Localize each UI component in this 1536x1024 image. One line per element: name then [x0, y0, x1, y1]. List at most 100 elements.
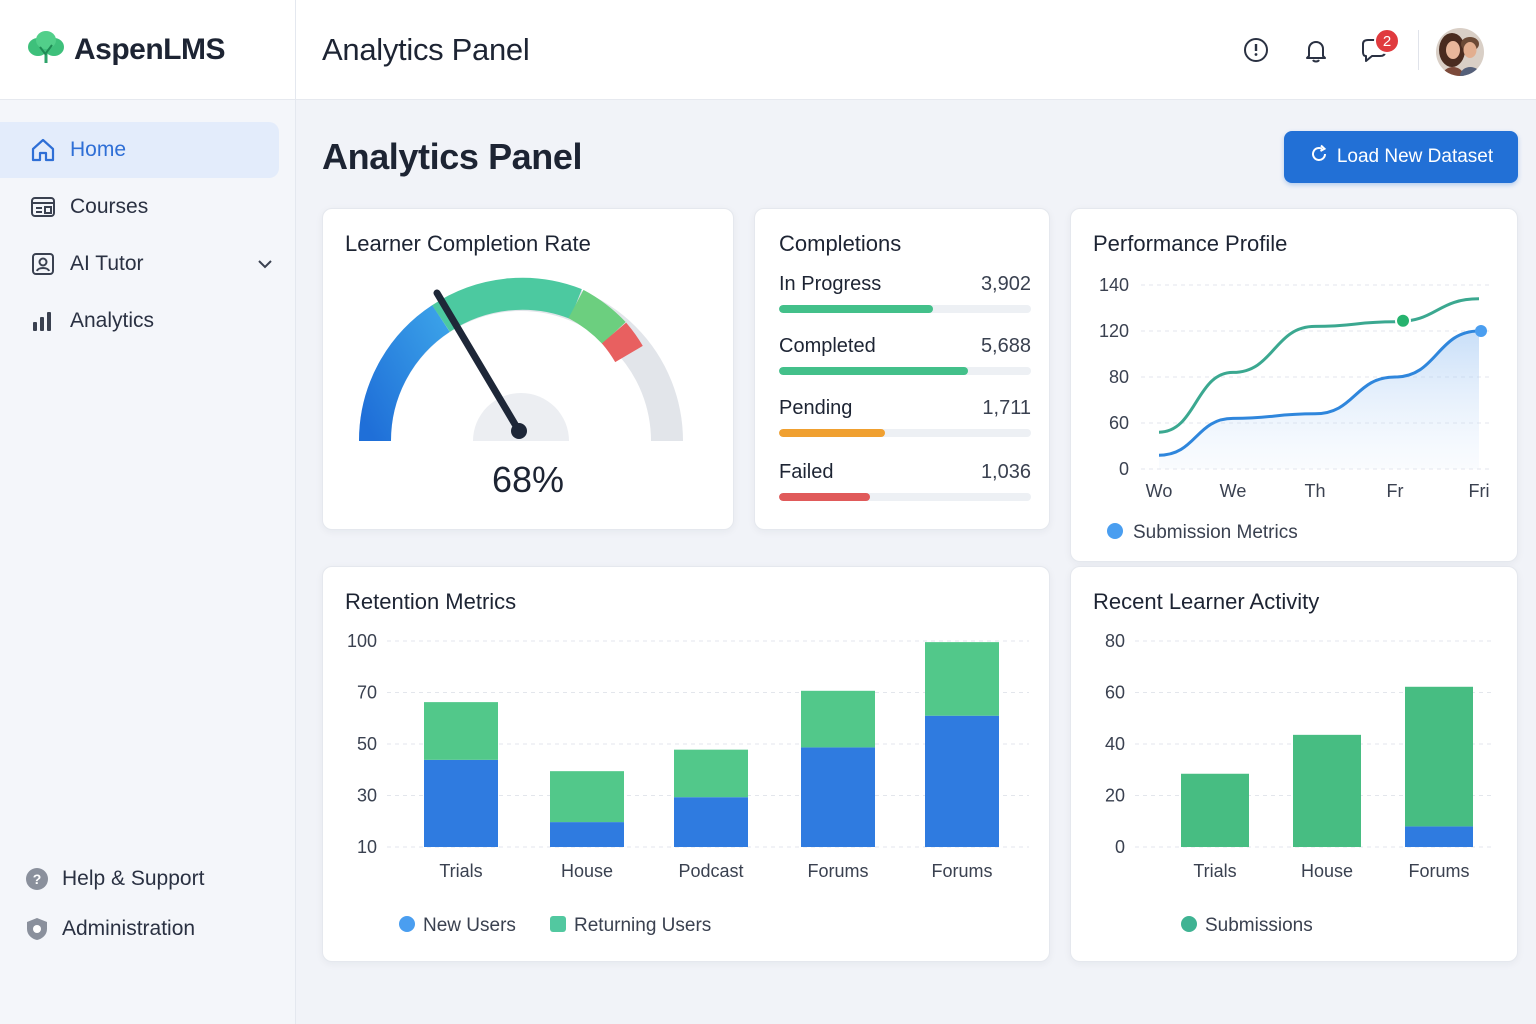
progress-track	[779, 493, 1031, 501]
gauge-segment-blue	[358, 305, 451, 442]
x-tick-label: Trials	[1193, 861, 1236, 881]
y-tick-label: 0	[1115, 837, 1125, 857]
bar-segment	[674, 749, 748, 798]
sidebar-item-analytics[interactable]: Analytics	[0, 293, 279, 349]
card-title: Recent Learner Activity	[1093, 589, 1320, 614]
bell-icon[interactable]	[1300, 34, 1332, 66]
svg-text:?: ?	[33, 871, 42, 887]
row-label: In Progress	[779, 273, 882, 295]
sidebar-item-home[interactable]: Home	[0, 122, 279, 178]
header-title: Analytics Panel	[322, 32, 530, 67]
series-line-trend	[1158, 297, 1480, 434]
bar-segment	[550, 771, 624, 823]
row-label: Completed	[779, 335, 876, 357]
legend-swatch	[550, 916, 566, 932]
bar-segment	[424, 759, 498, 847]
avatar[interactable]	[1436, 28, 1484, 76]
progress-track	[779, 367, 1031, 375]
sidebar: AspenLMS Home Courses AI Tutor	[0, 0, 296, 1024]
clock-icon[interactable]	[1240, 34, 1272, 66]
shield-icon	[24, 916, 50, 942]
legend-label: Submissions	[1205, 915, 1313, 936]
x-tick-label: House	[561, 861, 613, 881]
row-label: Pending	[779, 397, 853, 419]
sidebar-item-help[interactable]: ? Help & Support	[0, 854, 296, 904]
courses-icon	[30, 194, 56, 220]
gauge-needle-pivot	[511, 423, 527, 439]
completion-row-failed: Failed 1,036	[779, 461, 1031, 503]
y-tick-label: 50	[357, 734, 377, 754]
x-tick-label: We	[1220, 481, 1247, 501]
gauge-segment-green	[568, 289, 626, 345]
bar-segment	[424, 702, 498, 760]
x-tick-label: Forums	[1408, 861, 1469, 881]
x-tick-label: Forums	[807, 861, 868, 881]
progress-fill	[779, 367, 968, 375]
x-tick-label: House	[1301, 861, 1353, 881]
gauge-needle	[433, 289, 523, 435]
notification-badge: 2	[1374, 28, 1400, 54]
sidebar-item-ai-tutor[interactable]: AI Tutor	[0, 236, 279, 292]
gauge-segment-red	[601, 322, 643, 363]
gauge-segment-teal	[432, 277, 582, 332]
load-dataset-label: Load New Dataset	[1336, 146, 1494, 167]
bar-segment	[801, 747, 875, 847]
refresh-icon	[1309, 144, 1329, 170]
data-point	[1475, 325, 1487, 337]
performance-line-chart: 140 120 80 60 0 Wo We Th Fr Fri Submission Metrics	[1099, 275, 1493, 543]
y-tick-label: 60	[1109, 413, 1129, 433]
chevron-down-icon[interactable]	[255, 254, 275, 274]
legend-swatch	[399, 916, 415, 932]
card-title: Performance Profile	[1093, 231, 1288, 256]
completion-row-in-progress: In Progress 3,902	[779, 273, 1031, 315]
row-value: 3,902	[980, 273, 1031, 295]
legend-swatch	[1181, 916, 1197, 932]
retention-bar-chart: 100 70 50 30 10 Trials House Podcast Forums Forum…	[347, 631, 1029, 936]
y-tick-label: 80	[1109, 367, 1129, 387]
completion-rate-card: Learner Completion Rate 68%	[322, 208, 734, 530]
y-tick-label: 140	[1099, 275, 1129, 295]
bar-segment	[1405, 686, 1473, 827]
ai-tutor-icon	[30, 251, 56, 277]
sidebar-item-label: Help & Support	[62, 867, 205, 890]
sidebar-item-courses[interactable]: Courses	[0, 179, 279, 235]
y-tick-label: 80	[1105, 631, 1125, 651]
bar-segment	[1181, 773, 1249, 847]
bar-segment	[550, 822, 624, 847]
sidebar-item-label: Analytics	[70, 309, 155, 332]
card-title: Completions	[779, 231, 902, 256]
legend-label: New Users	[423, 915, 516, 936]
page-title: Analytics Panel	[322, 136, 583, 177]
sidebar-item-label: Home	[70, 138, 127, 161]
bar-segment	[925, 642, 999, 716]
retention-metrics-card: Retention Metrics 100 70 50 30 10 Trials House…	[322, 566, 1050, 962]
y-tick-label: 40	[1105, 734, 1125, 754]
x-tick-label: Fri	[1469, 481, 1490, 501]
bar-segment	[1405, 826, 1473, 847]
y-tick-label: 30	[357, 786, 377, 806]
y-tick-label: 60	[1105, 683, 1125, 703]
y-tick-label: 70	[357, 683, 377, 703]
series-line-submissions	[1158, 329, 1480, 457]
series-area	[1159, 331, 1479, 469]
gauge-chart	[358, 277, 683, 442]
gauge-value: 68%	[491, 459, 565, 500]
brand[interactable]: AspenLMS	[0, 0, 295, 100]
activity-bar-chart: 80 60 40 20 0 Trials House Forums Submissions	[1105, 631, 1495, 936]
data-point	[1395, 312, 1411, 329]
load-dataset-button[interactable]: Load New Dataset	[1284, 131, 1518, 183]
help-icon: ?	[24, 866, 50, 892]
x-tick-label: Trials	[439, 861, 482, 881]
y-tick-label: 20	[1105, 786, 1125, 806]
legend-swatch	[1107, 523, 1123, 539]
sidebar-item-administration[interactable]: Administration	[0, 904, 296, 954]
legend-label: Submission Metrics	[1133, 522, 1298, 543]
completions-card: Completions In Progress 3,902 Completed …	[754, 208, 1050, 530]
y-tick-label: 120	[1099, 321, 1129, 341]
progress-track	[779, 305, 1031, 313]
row-value: 5,688	[980, 335, 1031, 357]
x-tick-label: Wo	[1146, 481, 1173, 501]
bar-segment	[801, 690, 875, 748]
x-tick-label: Th	[1304, 481, 1325, 501]
learner-activity-card: Recent Learner Activity 80 60 40 20 0 Trials H…	[1070, 566, 1518, 962]
